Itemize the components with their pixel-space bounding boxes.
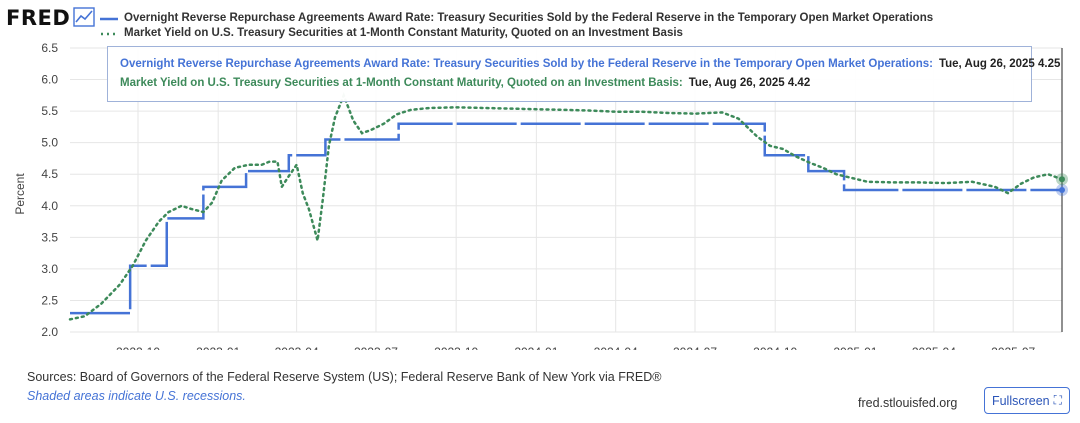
y-tick-label: 2.0 — [41, 325, 58, 339]
y-tick-label: 5.5 — [41, 104, 58, 118]
x-tick-label: 2025-01 — [833, 345, 877, 350]
legend-item-series-b[interactable]: Market Yield on U.S. Treasury Securities… — [100, 26, 933, 41]
x-tick-label: 2024-01 — [514, 345, 558, 350]
fullscreen-label: Fullscreen — [991, 393, 1050, 408]
series-line-rrp-award-rate — [70, 122, 1062, 315]
legend-item-series-a[interactable]: Overnight Reverse Repurchase Agreements … — [100, 11, 933, 26]
y-tick-label: 3.5 — [41, 230, 58, 244]
series-layer — [68, 91, 1064, 321]
x-tick-label: 2024-04 — [594, 345, 638, 350]
hover-tooltip: Overnight Reverse Repurchase Agreements … — [107, 46, 1060, 102]
tooltip-series-a-name: Overnight Reverse Repurchase Agreements … — [120, 58, 933, 70]
hover-marker-series-b — [1059, 176, 1065, 183]
fred-logo[interactable]: FRED — [6, 6, 71, 30]
y-tick-label: 5.0 — [41, 136, 58, 150]
series-line-1-month-yield — [68, 91, 1064, 321]
legend-label-series-a: Overnight Reverse Repurchase Agreements … — [124, 12, 934, 24]
y-tick-label: 2.5 — [41, 293, 58, 307]
hover-marker-series-a — [1059, 187, 1065, 193]
tooltip-row-series-b: Market Yield on U.S. Treasury Securities… — [120, 74, 1019, 93]
x-tick-label: 2025-07 — [991, 345, 1035, 350]
chart-legend: Overnight Reverse Repurchase Agreements … — [100, 11, 933, 41]
x-tick-label: 2022-10 — [116, 345, 160, 350]
x-tick-label: 2024-10 — [753, 345, 797, 350]
x-tick-label: 2025-04 — [912, 345, 956, 350]
y-axis-ticks: 2.0 2.5 3.0 3.5 4.0 4.5 5.0 5.5 6.0 6.5 — [41, 41, 58, 339]
x-tick-label: 2023-10 — [434, 345, 478, 350]
y-axis-label: Percent — [13, 173, 27, 215]
tooltip-row-series-a: Overnight Reverse Repurchase Agreements … — [120, 55, 1060, 74]
tooltip-series-a-value: Tue, Aug 26, 2025 4.25 — [938, 58, 1061, 70]
x-tick-label: 2023-01 — [196, 345, 240, 350]
y-tick-label: 4.0 — [41, 199, 58, 213]
tooltip-series-b-value: Tue, Aug 26, 2025 4.42 — [688, 77, 811, 89]
x-tick-label: 2023-07 — [354, 345, 398, 350]
fullscreen-button[interactable]: Fullscreen ⛶ — [984, 387, 1070, 414]
sources-text: Sources: Board of Governors of the Feder… — [27, 370, 662, 384]
x-tick-label: 2023-04 — [275, 345, 319, 350]
y-tick-label: 6.0 — [41, 73, 58, 87]
chart-line-icon — [73, 7, 95, 27]
x-tick-label: 2024-07 — [673, 345, 717, 350]
legend-swatch-solid — [100, 17, 118, 20]
tooltip-series-b-name: Market Yield on U.S. Treasury Securities… — [120, 77, 683, 89]
recession-note: Shaded areas indicate U.S. recessions. — [27, 389, 246, 403]
y-tick-label: 4.5 — [41, 167, 58, 181]
site-link[interactable]: fred.stlouisfed.org — [858, 396, 958, 410]
x-axis-ticks: 2022-10 2023-01 2023-04 2023-07 2023-10 2024-… — [116, 345, 1036, 350]
hover-markers — [1056, 173, 1068, 196]
y-tick-label: 6.5 — [41, 41, 58, 55]
expand-icon: ⛶ — [1053, 393, 1063, 407]
y-tick-label: 3.0 — [41, 262, 58, 276]
legend-label-series-b: Market Yield on U.S. Treasury Securities… — [124, 27, 683, 39]
